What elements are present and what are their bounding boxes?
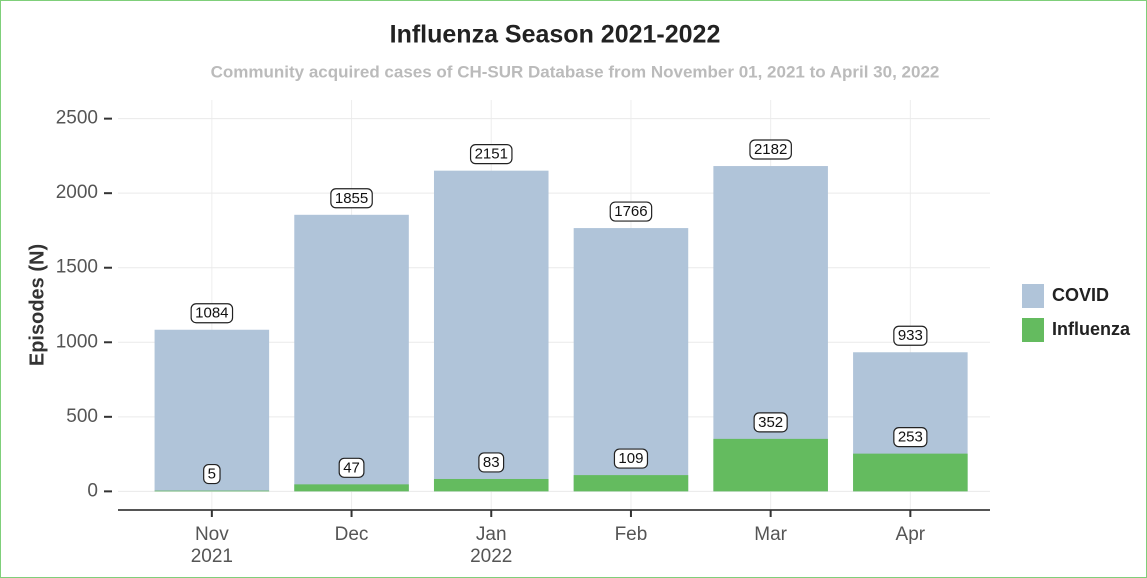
value-label: 47 — [343, 459, 360, 476]
x-tick-label: Feb — [614, 524, 648, 545]
value-label: 109 — [618, 450, 643, 467]
x-tick-label: Nov 2021 — [190, 524, 233, 567]
x-tick-label: Jan 2022 — [470, 524, 513, 567]
x-tick-label: Dec — [334, 524, 369, 545]
legend-label: Influenza — [1052, 319, 1131, 339]
y-tick-label: 1000 — [56, 331, 98, 352]
value-label: 1766 — [614, 203, 647, 220]
value-label: 83 — [483, 454, 500, 471]
y-tick-label: 0 — [87, 480, 98, 501]
value-label: 933 — [898, 327, 923, 344]
bar — [573, 475, 689, 492]
bar — [294, 214, 409, 492]
chart-title: Influenza Season 2021-2022 — [390, 21, 721, 49]
bar — [433, 170, 549, 492]
value-label-box — [478, 452, 505, 473]
bar — [713, 166, 828, 492]
value-label-box — [893, 427, 928, 448]
value-label-box — [469, 144, 513, 165]
value-label: 2151 — [475, 146, 508, 163]
value-label: 5 — [208, 466, 216, 483]
bar — [713, 438, 828, 492]
legend-swatch — [1022, 318, 1044, 342]
x-tick-label: Apr — [895, 524, 926, 545]
bar — [294, 484, 409, 492]
y-tick-label: 2500 — [56, 108, 98, 129]
bar — [433, 478, 549, 492]
value-label: 352 — [758, 414, 783, 431]
bar — [154, 490, 270, 492]
value-label-box — [609, 201, 653, 222]
value-label: 1855 — [335, 190, 368, 207]
value-label: 2182 — [754, 141, 787, 158]
value-label-box — [613, 448, 649, 469]
y-tick-label: 2000 — [56, 182, 98, 203]
value-label-box — [753, 412, 788, 433]
chart-subtitle: Community acquired cases of CH-SUR Datab… — [211, 62, 940, 81]
value-label-box — [338, 457, 365, 478]
y-tick-label: 1500 — [56, 257, 98, 278]
y-tick-label: 500 — [66, 406, 98, 427]
legend-label: COVID — [1052, 285, 1109, 305]
value-label-box — [330, 188, 373, 209]
bar — [573, 228, 689, 492]
value-label: 253 — [898, 429, 923, 446]
value-label-box — [190, 303, 234, 324]
value-label-box — [749, 139, 792, 160]
y-axis-label: Episodes (N) — [26, 244, 48, 366]
legend-swatch — [1022, 284, 1044, 308]
x-tick-label: Mar — [754, 524, 787, 545]
bar — [853, 453, 968, 492]
value-label-box — [203, 463, 221, 485]
value-label: 1084 — [195, 305, 228, 322]
value-label-box — [893, 325, 928, 346]
